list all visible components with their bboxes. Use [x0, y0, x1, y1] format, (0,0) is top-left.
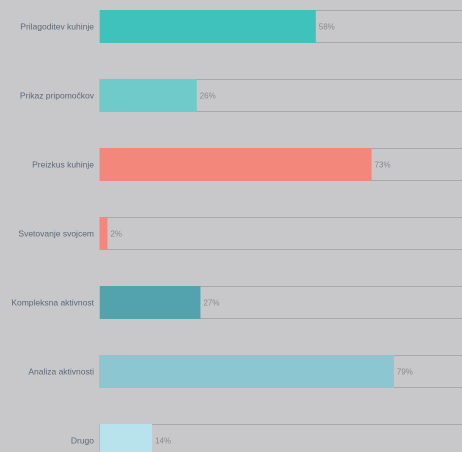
- bar: [100, 355, 394, 388]
- category-label: Svetovanje svojcem: [18, 229, 94, 239]
- data-label: 58%: [319, 23, 335, 32]
- data-label: 14%: [155, 437, 171, 446]
- data-label: 2%: [110, 230, 122, 239]
- data-label: 79%: [397, 368, 413, 377]
- bar-track: [99, 217, 462, 250]
- category-label: Prikaz pripomočkov: [20, 91, 95, 101]
- data-label: 73%: [375, 161, 391, 170]
- bar: [100, 286, 201, 319]
- bar: [100, 217, 108, 250]
- category-label: Kompleksna aktivnost: [11, 298, 94, 308]
- bar: [100, 424, 153, 452]
- category-label: Drugo: [71, 436, 94, 446]
- data-label: 26%: [200, 92, 216, 101]
- category-label: Analiza aktivnosti: [28, 367, 94, 377]
- category-label: Prilagoditev kuhinje: [20, 22, 94, 32]
- bar: [100, 10, 316, 43]
- bar: [100, 79, 197, 112]
- category-label: Preizkus kuhinje: [32, 160, 94, 170]
- data-label: 27%: [203, 299, 219, 308]
- bar: [100, 148, 372, 181]
